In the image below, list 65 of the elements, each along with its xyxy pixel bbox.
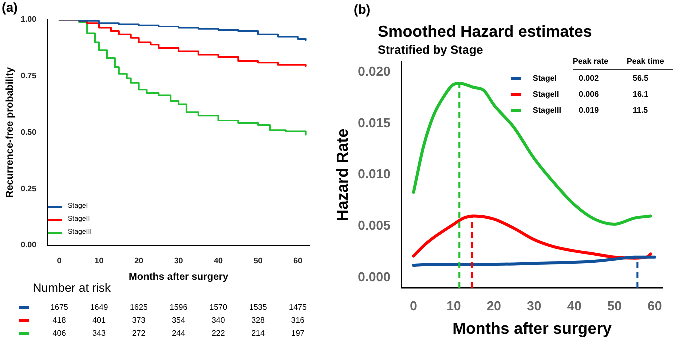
text: (b) — [354, 2, 371, 17]
text: 1675 — [50, 302, 70, 314]
x-tick-label: 30 — [527, 298, 542, 314]
text: 1475 — [288, 302, 308, 314]
x-tick-label: 30 — [174, 256, 184, 266]
text: 1535 — [248, 302, 268, 314]
annotation: 0.002 — [579, 74, 600, 82]
text: 401 — [92, 315, 107, 327]
annotation: Peak time — [627, 57, 664, 68]
annotation: 0.006 — [579, 90, 600, 98]
text: 354 — [171, 315, 186, 327]
text: 418 — [52, 315, 68, 327]
text: 1596 — [168, 302, 189, 314]
text: 328 — [250, 315, 266, 327]
y-tick-label: 0.015 — [358, 115, 391, 130]
annotation: 16.1 — [633, 90, 650, 98]
x-tick-label: 50 — [608, 298, 622, 314]
text: 244 — [171, 328, 186, 340]
x-tick-label: 60 — [294, 256, 304, 266]
text: 406 — [52, 328, 68, 340]
text: 197 — [290, 328, 306, 340]
y-axis-title: Hazard Rate — [335, 128, 352, 222]
y-tick-label: 0.010 — [358, 166, 391, 182]
y-tick-label: 0.50 — [20, 128, 38, 137]
legend-label: StageI — [533, 74, 558, 82]
x-tick-label: 0 — [410, 298, 418, 314]
legend-label: StageII — [533, 90, 560, 98]
text: 222 — [210, 328, 226, 340]
y-axis-title: Recurrence-free probability — [4, 66, 16, 198]
text: 316 — [290, 315, 306, 327]
chart-title: Smoothed Hazard estimates — [378, 24, 592, 42]
text: 1570 — [208, 302, 228, 314]
annotation: Peak rate — [573, 57, 610, 68]
x-tick-label: 10 — [446, 298, 462, 314]
x-tick-label: 20 — [486, 298, 502, 314]
y-tick-label: 0.000 — [358, 269, 391, 284]
annotation: 0.019 — [579, 106, 600, 114]
x-tick-label: 40 — [214, 256, 224, 266]
text: Number at risk — [33, 281, 112, 295]
x-tick-label: 60 — [648, 298, 662, 314]
y-tick-label: 1.00 — [20, 15, 38, 24]
x-tick-label: 40 — [567, 298, 582, 314]
text: 272 — [131, 328, 147, 340]
y-tick-label: 0.005 — [358, 218, 391, 234]
x-tick-label: 0 — [57, 256, 62, 266]
text: 1649 — [89, 302, 110, 314]
y-tick-label: 0.25 — [20, 184, 38, 194]
legend-label: StageIII — [533, 106, 562, 114]
x-tick-label: 10 — [94, 256, 104, 266]
y-tick-label: 0.020 — [358, 64, 391, 79]
text: 343 — [92, 328, 107, 340]
chart-title: (a) — [2, 0, 18, 15]
text: 373 — [131, 315, 147, 327]
text: 340 — [210, 315, 226, 327]
y-tick-label: 0.00 — [20, 240, 38, 250]
x-tick-label: 50 — [254, 256, 264, 266]
x-tick-label: 20 — [134, 256, 144, 266]
x-axis-title: Months after surgery — [129, 272, 229, 283]
chart-subtitle: Stratified by Stage — [378, 43, 484, 57]
text: 1625 — [129, 302, 149, 314]
annotation: 56.5 — [633, 74, 650, 82]
y-tick-label: 0.75 — [20, 72, 38, 81]
annotation: 11.5 — [633, 106, 650, 114]
x-axis-title: Months after surgery — [452, 320, 612, 338]
text: 214 — [250, 328, 266, 340]
